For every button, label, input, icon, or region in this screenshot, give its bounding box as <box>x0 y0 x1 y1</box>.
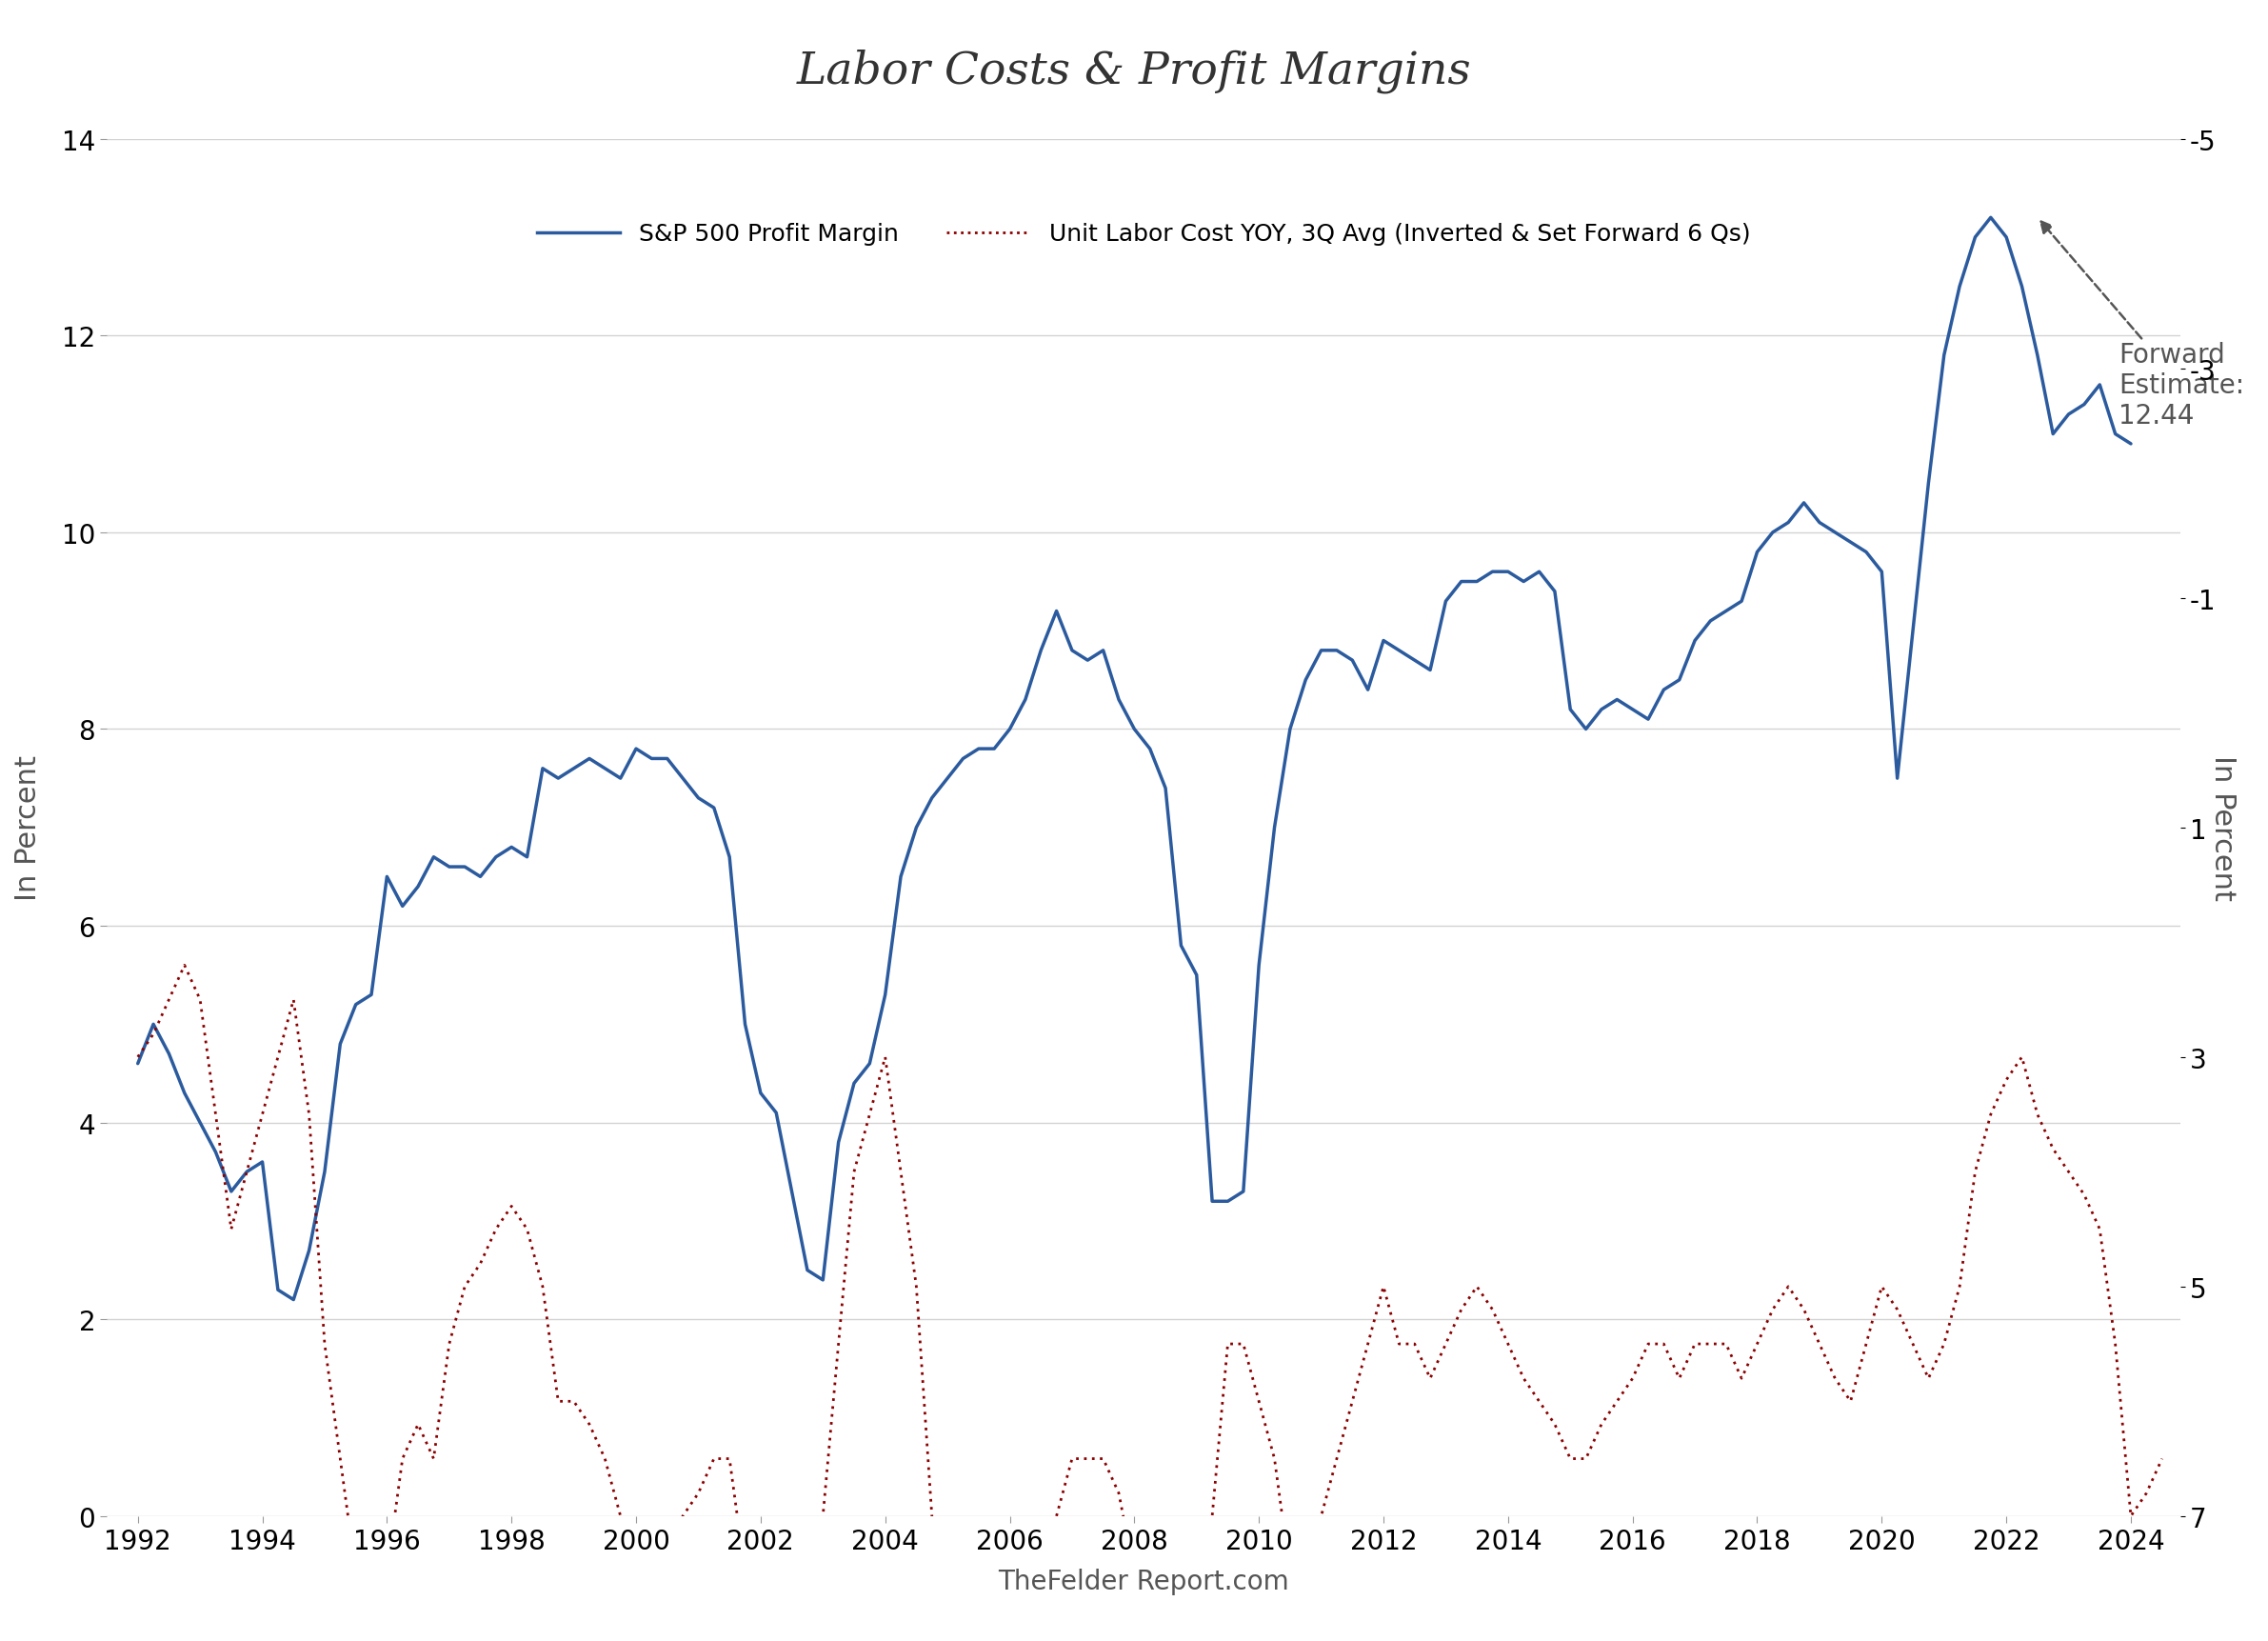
Y-axis label: In Percent: In Percent <box>14 755 41 901</box>
Text: Labor Costs & Profit Margins: Labor Costs & Profit Margins <box>796 49 1472 94</box>
Legend: S&P 500 Profit Margin, Unit Labor Cost YOY, 3Q Avg (Inverted & Set Forward 6 Qs): S&P 500 Profit Margin, Unit Labor Cost Y… <box>528 213 1760 256</box>
Y-axis label: In Percent: In Percent <box>2209 755 2236 901</box>
Text: Forward
Estimate:
12.44: Forward Estimate: 12.44 <box>2041 222 2245 430</box>
X-axis label: TheFelder Report.com: TheFelder Report.com <box>998 1567 1288 1593</box>
